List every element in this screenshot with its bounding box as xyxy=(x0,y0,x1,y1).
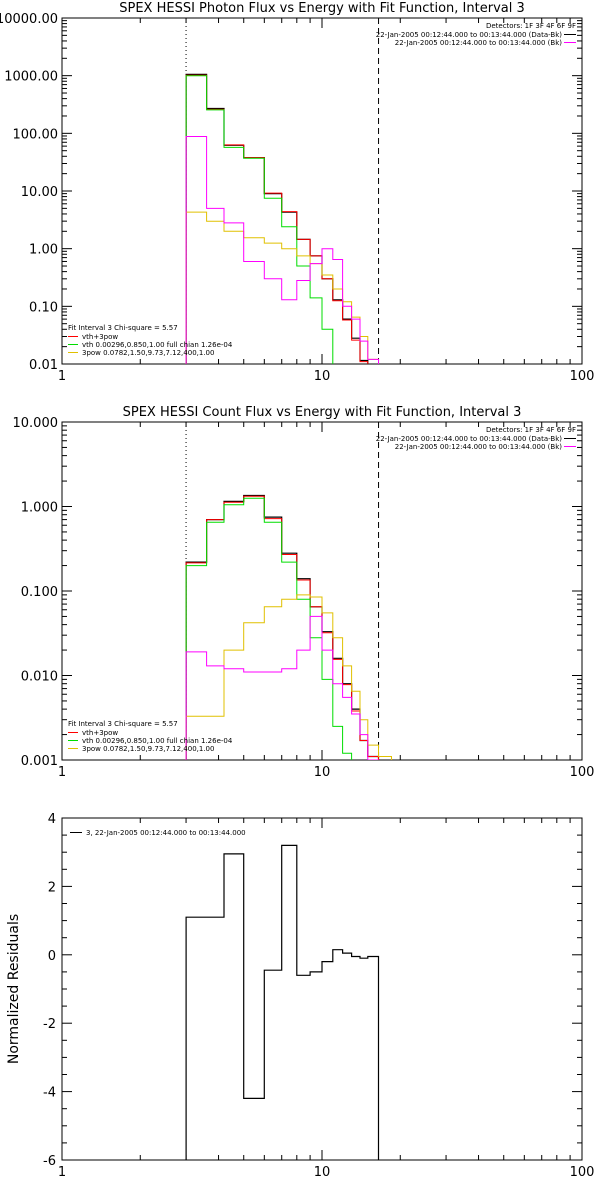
x-tick-label: 1 xyxy=(58,369,66,384)
y-tick-label: -6 xyxy=(43,1154,56,1169)
y-tick-label: 10000.00 xyxy=(0,12,58,27)
x-tick-label: 10 xyxy=(314,1165,331,1180)
x-tick-label: 100 xyxy=(570,765,595,780)
y-tick-label: 0.10 xyxy=(29,300,58,315)
x-tick-label: 100 xyxy=(570,369,595,384)
plot-area xyxy=(185,18,380,364)
plot-frame xyxy=(61,817,583,1161)
y-tick-label: 100.00 xyxy=(13,127,59,142)
y-tick-label: -4 xyxy=(43,1086,56,1101)
fit-legend-header: Fit Interval 3 Chi-square = 5.57 xyxy=(68,324,178,332)
residual-legend-label: 3, 22-Jan-2005 00:12:44.000 to 00:13:44.… xyxy=(86,829,246,837)
y-tick-label: 1.00 xyxy=(29,243,58,258)
y-tick-label: 2 xyxy=(48,880,56,895)
time-legend-label: 22-Jan-2005 00:12:44.000 to 00:13:44.000… xyxy=(395,443,563,451)
y-tick-label: 0.001 xyxy=(21,754,58,769)
plot-area xyxy=(185,844,380,1160)
x-tick-label: 10 xyxy=(314,369,331,384)
photon-flux-panel: SPEX HESSI Photon Flux vs Energy with Fi… xyxy=(0,1,594,384)
series-pow xyxy=(185,594,392,760)
series-vth xyxy=(185,75,334,364)
series-vth xyxy=(185,497,353,760)
x-tick-label: 10 xyxy=(314,765,331,780)
y-tick-label: 0.100 xyxy=(21,585,58,600)
fit-legend-label: vth 0.00296,0.850,1.00 full chian 1.26e-… xyxy=(82,341,233,349)
fit-legend-label: 3pow 0.0782,1.50,9.73,7.12,400,1.00 xyxy=(82,349,214,357)
y-tick-label: 10.00 xyxy=(21,185,58,200)
series-data_minus_bk xyxy=(185,494,380,760)
time-legend-label: 22-Jan-2005 00:12:44.000 to 00:13:44.000… xyxy=(376,435,563,443)
fit-legend-label: 3pow 0.0782,1.50,9.73,7.12,400,1.00 xyxy=(82,745,214,753)
y-tick-label: 1.000 xyxy=(21,501,58,516)
fit-legend-label: vth+3pow xyxy=(82,333,118,341)
residuals-panel: 1 10 100 -6 -4 -2 0 2 4 Normalized Residuals 3, 22… xyxy=(6,812,594,1180)
y-axis-label: Normalized Residuals xyxy=(6,914,22,1064)
y-tick-label: 4 xyxy=(48,812,56,827)
time-legend-label: 22-Jan-2005 00:12:44.000 to 00:13:44.000… xyxy=(395,39,563,47)
chart-title: SPEX HESSI Count Flux vs Energy with Fit… xyxy=(123,405,522,420)
x-tick-label: 1 xyxy=(58,1165,66,1180)
y-tick-label: 0.010 xyxy=(21,670,58,685)
y-tick-label: 0.01 xyxy=(29,358,58,373)
plot-frame xyxy=(61,421,583,761)
fit-legend-label: vth 0.00296,0.850,1.00 full chian 1.26e-… xyxy=(82,737,233,745)
detectors-label: Detectors: 1F 3F 4F 6F 9F xyxy=(486,426,576,434)
detectors-label: Detectors: 1F 3F 4F 6F 9F xyxy=(486,22,576,30)
time-legend-label: 22-Jan-2005 00:12:44.000 to 00:13:44.000… xyxy=(376,31,563,39)
y-tick-label: -2 xyxy=(43,1017,56,1032)
x-tick-label: 100 xyxy=(570,1165,595,1180)
y-tick-label: 0 xyxy=(48,949,56,964)
x-tick-label: 1 xyxy=(58,765,66,780)
fit-legend-header: Fit Interval 3 Chi-square = 5.57 xyxy=(68,720,178,728)
chart-title: SPEX HESSI Photon Flux vs Energy with Fi… xyxy=(119,1,525,16)
fit-legend-label: vth+3pow xyxy=(82,729,118,737)
series-bk xyxy=(185,136,379,364)
series-bk xyxy=(185,615,379,760)
count-flux-panel: SPEX HESSI Count Flux vs Energy with Fit… xyxy=(13,405,595,780)
y-tick-label: 1000.00 xyxy=(4,70,58,85)
series-residuals xyxy=(185,844,380,1160)
y-tick-label: 10.000 xyxy=(13,416,59,431)
plot-area xyxy=(185,422,392,760)
